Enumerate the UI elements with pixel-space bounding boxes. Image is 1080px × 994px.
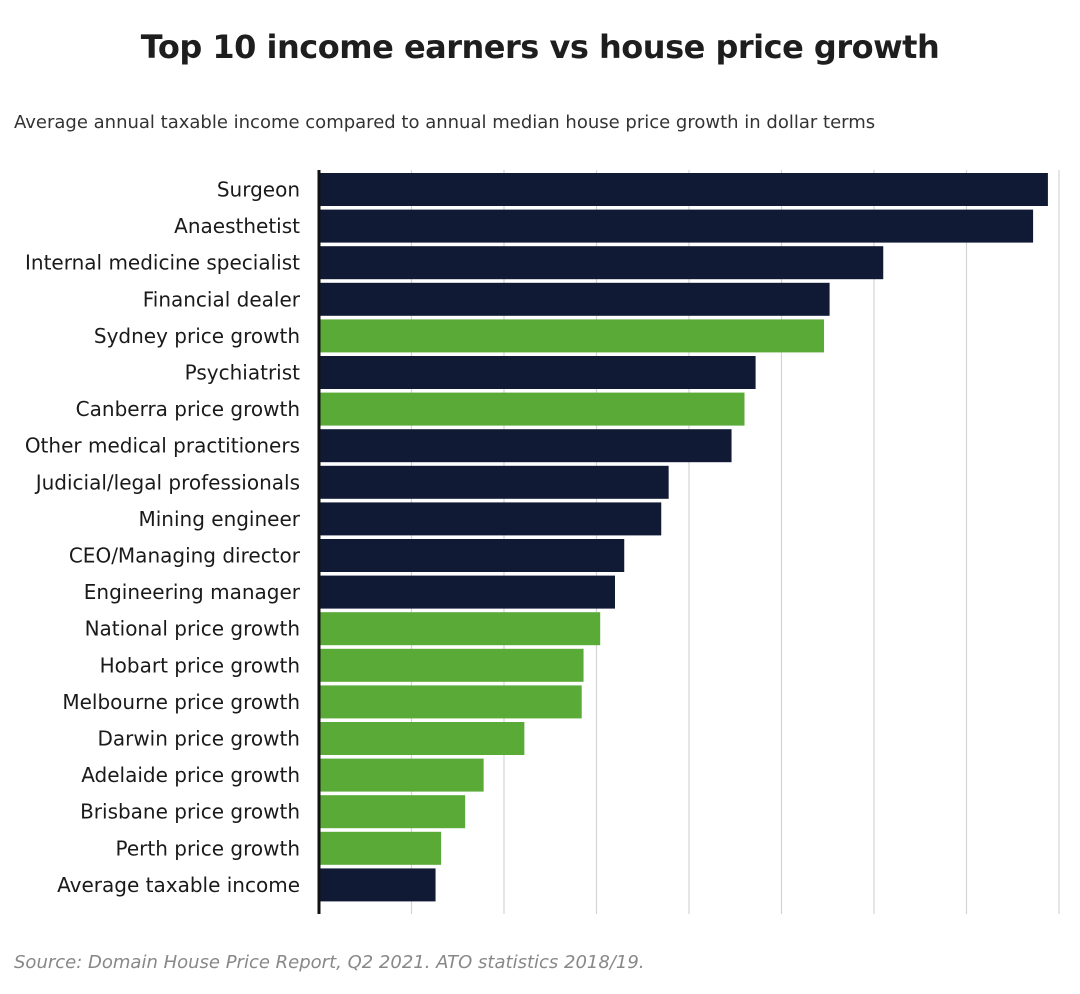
- category-label: Canberra price growth: [76, 397, 300, 421]
- bar-national-price-growth: [319, 612, 601, 646]
- category-label: National price growth: [85, 617, 300, 641]
- bar-canberra-price-growth: [319, 392, 745, 426]
- category-label: Psychiatrist: [185, 361, 300, 385]
- bar-mining-engineer: [319, 502, 662, 536]
- bar-brisbane-price-growth: [319, 795, 466, 829]
- category-label: Sydney price growth: [94, 324, 300, 348]
- bar-financial-dealer: [319, 282, 830, 316]
- bar-perth-price-growth: [319, 831, 442, 865]
- category-label: Adelaide price growth: [81, 763, 300, 787]
- category-label: Financial dealer: [143, 287, 301, 311]
- category-label: Engineering manager: [84, 580, 301, 604]
- category-label: Hobart price growth: [100, 653, 300, 677]
- source-note: Source: Domain House Price Report, Q2 20…: [14, 952, 645, 973]
- category-label: Average taxable income: [57, 873, 300, 897]
- category-label: Other medical practitioners: [25, 434, 300, 458]
- category-labels: Surgeon Anaesthetist Internal medicine spe…: [25, 178, 301, 897]
- bar-other-medical-practitioners: [319, 429, 732, 463]
- category-label: Anaesthetist: [174, 214, 300, 238]
- bar-ceo-managing-director: [319, 539, 625, 572]
- bar-melbourne-price-growth: [319, 685, 582, 719]
- category-label: Darwin price growth: [97, 727, 300, 751]
- bar-surgeon: [319, 173, 1048, 206]
- bars: [319, 173, 1048, 902]
- bar-engineering-manager: [319, 575, 615, 609]
- bar-internal-medicine-specialist: [319, 246, 884, 280]
- category-label: Mining engineer: [138, 507, 300, 531]
- category-label: Internal medicine specialist: [25, 251, 300, 275]
- category-label: CEO/Managing director: [69, 544, 301, 568]
- chart-title: Top 10 income earners vs house price gro…: [140, 28, 940, 66]
- chart-subtitle: Average annual taxable income compared t…: [14, 112, 876, 133]
- category-label: Brisbane price growth: [80, 800, 300, 824]
- bar-darwin-price-growth: [319, 722, 525, 755]
- category-label: Perth price growth: [116, 836, 300, 860]
- category-label: Judicial/legal professionals: [34, 470, 300, 494]
- bar-anaesthetist: [319, 209, 1034, 243]
- bar-hobart-price-growth: [319, 648, 584, 682]
- bar-psychiatrist: [319, 356, 756, 389]
- category-label: Surgeon: [217, 178, 300, 202]
- bar-adelaide-price-growth: [319, 758, 484, 792]
- bar-sydney-price-growth: [319, 319, 825, 353]
- category-label: Melbourne price growth: [62, 690, 300, 714]
- bar-judicial-legal-professionals: [319, 465, 669, 499]
- bar-average-taxable-income: [319, 868, 436, 902]
